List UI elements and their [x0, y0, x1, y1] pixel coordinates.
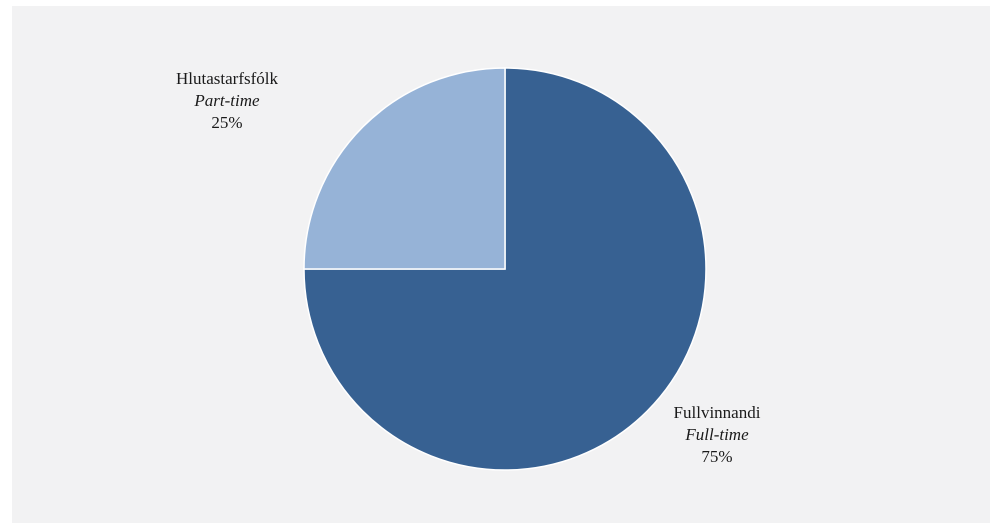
slice-label-full-time: Fullvinnandi Full-time 75%	[662, 402, 772, 468]
slice-label-is: Hlutastarfsfólk	[176, 69, 278, 88]
slice-label-is: Fullvinnandi	[673, 403, 761, 422]
slice-label-part-time: Hlutastarfsfólk Part-time 25%	[157, 68, 297, 134]
chart-panel: Hlutastarfsfólk Part-time 25% Fullvinnan…	[12, 6, 990, 523]
slice-value-label: 25%	[211, 113, 243, 132]
slice-label-en: Part-time	[194, 91, 260, 110]
slice-value-label: 75%	[701, 447, 733, 466]
pie-slice-part-time	[303, 67, 506, 270]
slice-label-en: Full-time	[685, 425, 749, 444]
pie-slices	[303, 67, 707, 471]
pie-chart	[303, 67, 707, 471]
